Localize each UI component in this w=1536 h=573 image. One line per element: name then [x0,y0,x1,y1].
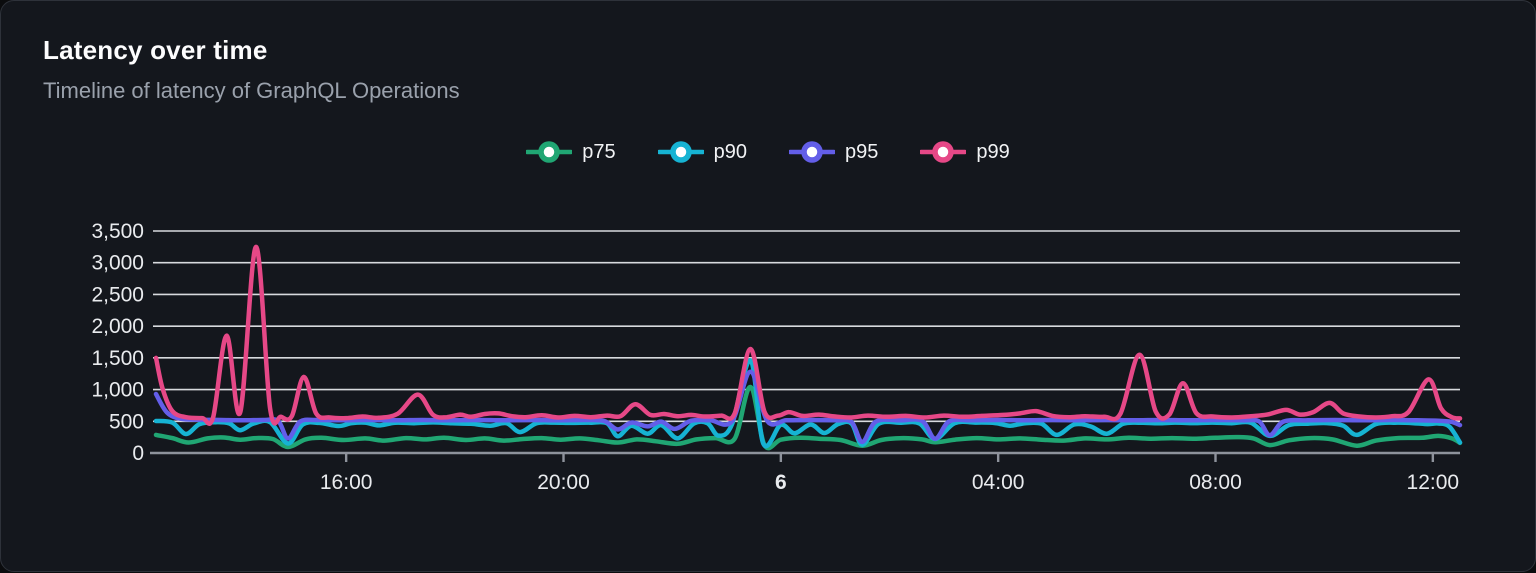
x-tick-label-6: 6 [775,471,787,494]
series-line-p99 [156,247,1460,424]
y-tick-label-2000: 2,000 [91,315,144,338]
y-tick-label-3500: 3,500 [91,220,144,243]
y-tick-label-1500: 1,500 [91,347,144,370]
x-tick-label-08:00: 08:00 [1189,471,1242,494]
x-tick-label-12:00: 12:00 [1407,471,1460,494]
series-line-p90 [156,360,1460,446]
x-tick-label-16:00: 16:00 [320,471,373,494]
y-tick-label-2500: 2,500 [91,283,144,306]
series-lines-group [156,247,1460,448]
x-tick-label-20:00: 20:00 [537,471,590,494]
y-tick-label-0: 0 [132,442,144,465]
x-tick-label-04:00: 04:00 [972,471,1025,494]
y-tick-label-1000: 1,000 [91,379,144,402]
series-line-p95 [156,372,1460,442]
y-tick-label-500: 500 [109,410,144,433]
y-tick-label-3000: 3,000 [91,252,144,275]
